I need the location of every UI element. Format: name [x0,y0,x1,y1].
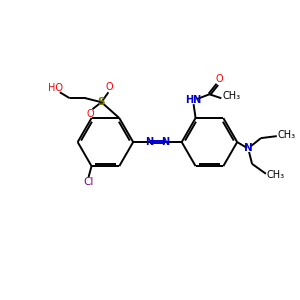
Text: HO: HO [48,83,63,93]
Text: HN: HN [185,95,202,105]
Text: S: S [98,97,105,107]
Text: O: O [87,109,94,119]
Text: CH₃: CH₃ [222,91,240,101]
Text: N: N [146,137,154,147]
Text: Cl: Cl [83,177,94,187]
Text: O: O [106,82,113,92]
Text: N: N [161,137,169,147]
Text: N: N [244,143,253,153]
Text: O: O [215,74,223,84]
Text: CH₃: CH₃ [278,130,296,140]
Text: CH₃: CH₃ [267,170,285,180]
